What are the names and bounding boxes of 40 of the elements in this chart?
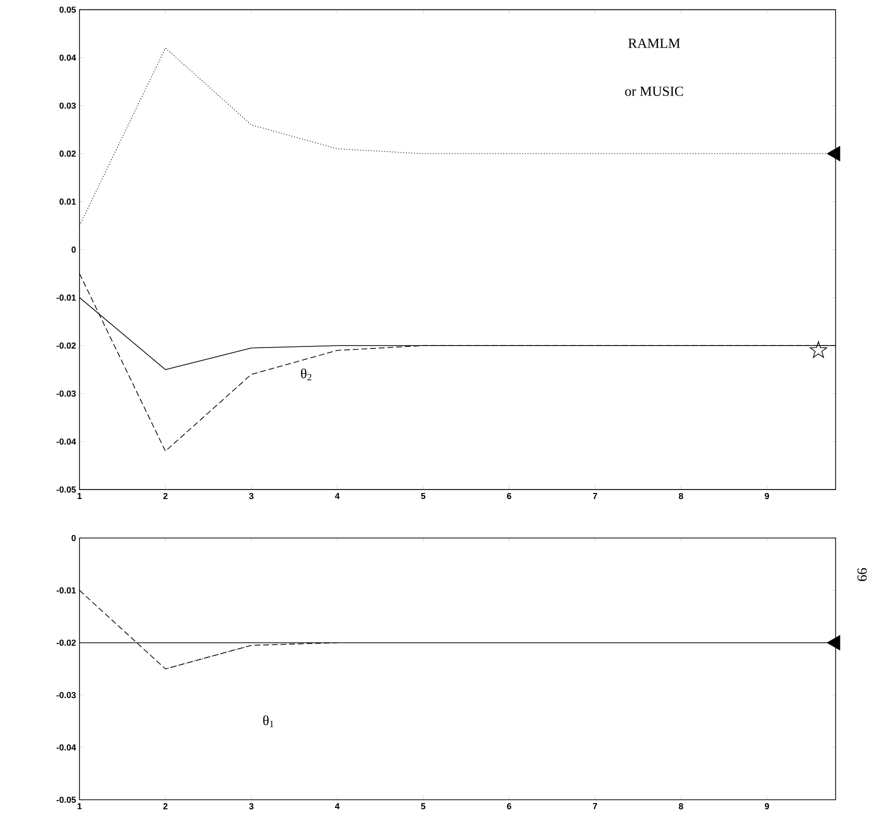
y-tick-label: 0 bbox=[72, 535, 76, 542]
x-tick-label: 4 bbox=[334, 493, 340, 500]
x-tick-label: 8 bbox=[678, 803, 684, 810]
x-tick-label: 3 bbox=[249, 493, 254, 500]
y-tick-label: -0.04 bbox=[56, 438, 76, 445]
x-tick-label: 8 bbox=[678, 493, 684, 500]
y-tick-label: -0.01 bbox=[56, 294, 76, 301]
y-tick-label: -0.05 bbox=[56, 796, 76, 804]
annotation: or MUSIC bbox=[625, 86, 683, 96]
y-tick-label: 0 bbox=[72, 246, 76, 253]
y-tick-label: 0.03 bbox=[60, 102, 76, 109]
x-tick-label: 1 bbox=[78, 803, 82, 810]
y-tick-label: -0.03 bbox=[56, 390, 76, 397]
y-tick-label: -0.02 bbox=[56, 640, 76, 646]
x-tick-label: 4 bbox=[334, 803, 340, 810]
y-tick-label: 0.01 bbox=[60, 198, 76, 205]
x-tick-label: 7 bbox=[593, 803, 598, 810]
x-tick-label: 1 bbox=[78, 493, 82, 500]
y-tick-label: -0.05 bbox=[56, 486, 76, 493]
x-tick-label: 2 bbox=[163, 493, 168, 500]
x-tick-label: 5 bbox=[421, 803, 426, 810]
x-tick-label: 3 bbox=[249, 803, 254, 810]
annotation: RAMLM bbox=[628, 38, 680, 48]
x-tick-label: 9 bbox=[764, 803, 769, 810]
x-tick-label: 2 bbox=[163, 803, 168, 810]
x-tick-label: 9 bbox=[764, 493, 769, 500]
y-tick-label: 0.05 bbox=[60, 6, 76, 13]
text: 66 bbox=[857, 568, 867, 582]
y-tick-label: -0.04 bbox=[56, 744, 76, 751]
x-tick-label: 7 bbox=[593, 493, 598, 500]
y-tick-label: -0.01 bbox=[56, 588, 76, 594]
y-tick-label: -0.03 bbox=[56, 692, 76, 698]
y-tick-label: 0.04 bbox=[60, 54, 76, 61]
x-tick-label: 6 bbox=[507, 803, 512, 810]
x-tick-label: 6 bbox=[507, 493, 512, 500]
annotation: θ$_{2}$ bbox=[301, 368, 312, 381]
annotation: θ$_{1}$ bbox=[263, 716, 274, 728]
y-tick-label: 0.02 bbox=[60, 150, 76, 157]
x-tick-label: 5 bbox=[421, 493, 426, 500]
y-tick-label: -0.02 bbox=[56, 342, 76, 349]
